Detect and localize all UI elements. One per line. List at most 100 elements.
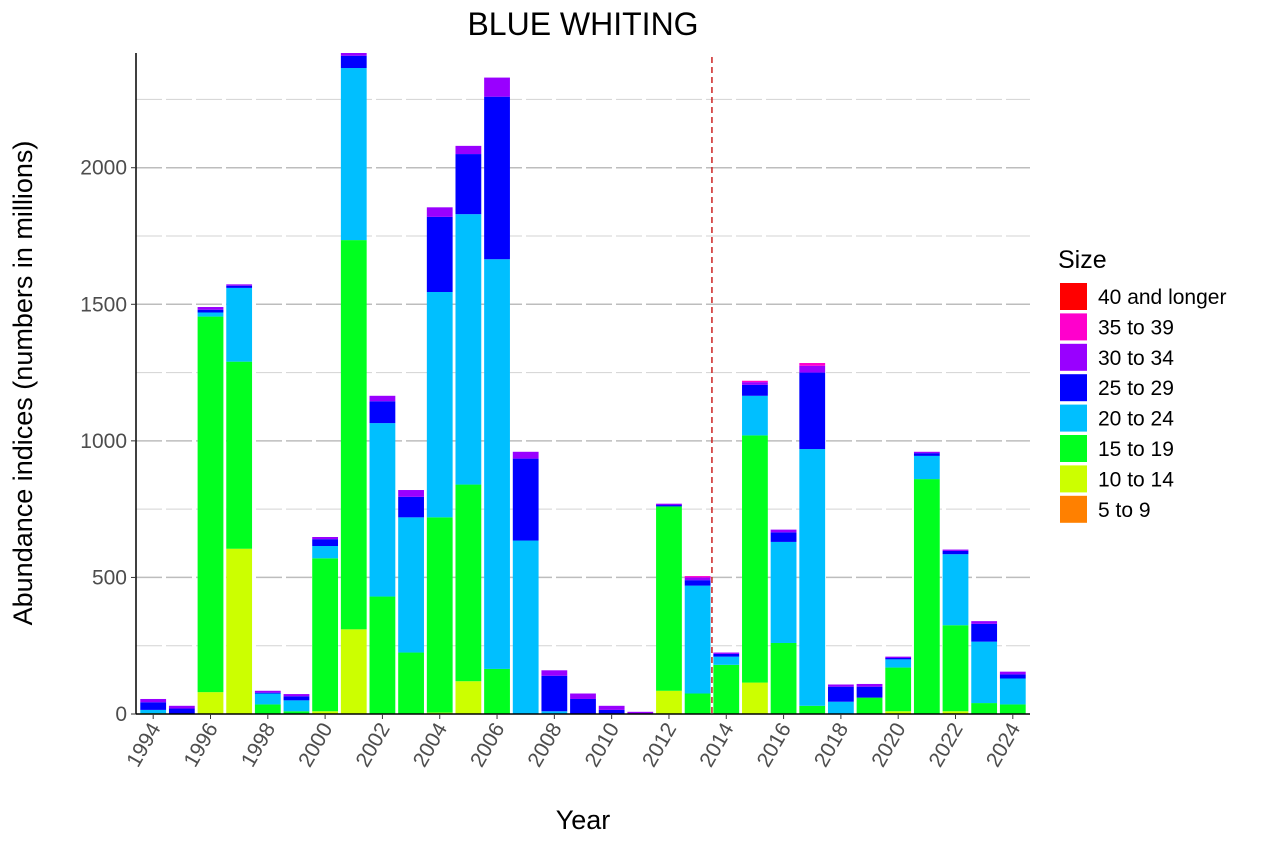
legend-swatch (1060, 465, 1087, 493)
x-tick-label: 2024 (982, 719, 1025, 771)
x-tick-label: 1996 (180, 719, 223, 771)
bar-segment (197, 316, 224, 693)
bar-segment (885, 656, 912, 659)
bar-segment (455, 484, 482, 682)
bar-stack-1999 (283, 694, 310, 714)
bar-segment (627, 711, 654, 714)
bar-segment (254, 692, 281, 694)
bar-segment (168, 705, 195, 709)
bar-segment (168, 708, 195, 714)
bar-stack-1996 (197, 307, 224, 714)
x-tick-label: 2000 (294, 719, 337, 771)
legend-swatch (1060, 495, 1087, 523)
bar-segment (140, 698, 167, 703)
bar-segment (799, 365, 826, 373)
y-tick-label: 1500 (80, 293, 127, 316)
bar-stack-2013 (684, 576, 711, 714)
bar-segment (598, 705, 625, 710)
x-tick-label: 1994 (122, 719, 165, 771)
x-axis-label: Year (556, 805, 611, 835)
bar-segment (369, 596, 396, 714)
bar-segment (856, 686, 883, 698)
bar-stack-2005 (455, 145, 482, 714)
bar-segment (426, 517, 453, 713)
bar-segment (197, 312, 224, 317)
bar-stack-2015 (742, 380, 768, 714)
bar-segment (598, 709, 625, 714)
legend-label: 15 to 19 (1098, 438, 1174, 461)
bar-stack-2002 (369, 395, 396, 714)
x-tick-label: 2018 (810, 719, 853, 771)
legend-label: 35 to 39 (1098, 316, 1174, 339)
bar-segment (340, 55, 367, 69)
grid (136, 98, 1030, 647)
bar-segment (942, 554, 969, 626)
bar-segment (971, 621, 998, 624)
x-tick-label: 2016 (753, 719, 796, 771)
bar-segment (770, 532, 797, 542)
bar-stack-2016 (770, 529, 797, 714)
bar-segment (455, 214, 482, 485)
bar-segment (942, 625, 969, 712)
bar-segment (369, 423, 396, 597)
x-tick-label: 2002 (351, 719, 394, 771)
bar-segment (426, 216, 453, 292)
chart-title: BLUE WHITING (467, 6, 698, 42)
bar-segment (254, 693, 281, 705)
y-tick-label: 1000 (80, 430, 127, 453)
y-tick-label: 2000 (80, 157, 127, 180)
y-axis-label: Abundance indices (numbers in millions) (8, 141, 38, 626)
bar-stack-2019 (856, 683, 883, 714)
bar-segment (226, 285, 253, 288)
bar-segment (770, 541, 797, 643)
bar-segment (856, 683, 883, 687)
bar-stack-2020 (885, 656, 912, 714)
legend-label: 20 to 24 (1098, 408, 1174, 431)
bar-stack-2007 (512, 451, 539, 714)
bar-segment (340, 68, 367, 241)
bar-segment (942, 549, 969, 551)
bar-segment (656, 690, 682, 714)
bar-segment (713, 664, 740, 714)
bar-segment (827, 686, 854, 702)
legend-label: 25 to 29 (1098, 377, 1174, 400)
bar-segment (197, 692, 224, 714)
bar-segment (541, 675, 568, 712)
bar-segment (283, 711, 310, 714)
bar-stack-1998 (254, 690, 281, 714)
bar-segment (197, 309, 224, 313)
legend-label: 10 to 14 (1098, 468, 1174, 491)
bar-segment (426, 291, 453, 518)
bar-stack-2024 (999, 671, 1026, 714)
legend-label: 40 and longer (1098, 286, 1226, 309)
bar-segment (455, 154, 482, 215)
bar-segment (312, 558, 339, 712)
bar-segment (942, 711, 969, 714)
bar-segment (312, 711, 339, 714)
x-tick-label: 2004 (409, 719, 452, 771)
bar-stack-1995 (168, 705, 195, 714)
bar-segment (283, 694, 310, 697)
bar-stack-2008 (541, 670, 568, 714)
bar-segment (283, 696, 310, 701)
bar-segment (226, 361, 253, 549)
bar-segment (512, 540, 539, 714)
bar-segment (999, 671, 1026, 675)
x-tick-label: 2022 (925, 719, 968, 771)
x-tick-label: 1998 (237, 719, 280, 771)
bar-segment (684, 576, 711, 578)
bar-segment (713, 656, 740, 665)
bar-segment (684, 577, 711, 581)
bar-segment (742, 435, 768, 683)
bar-segment (713, 653, 740, 657)
x-tick-label: 2014 (695, 719, 738, 771)
bar-stack-2006 (484, 77, 510, 714)
bar-stack-2012 (656, 503, 682, 714)
bar-segment (971, 641, 998, 704)
bar-segment (484, 259, 510, 669)
bar-segment (512, 458, 539, 541)
bar-segment (913, 479, 940, 714)
bar-segment (484, 668, 510, 714)
bar-segment (140, 702, 167, 710)
